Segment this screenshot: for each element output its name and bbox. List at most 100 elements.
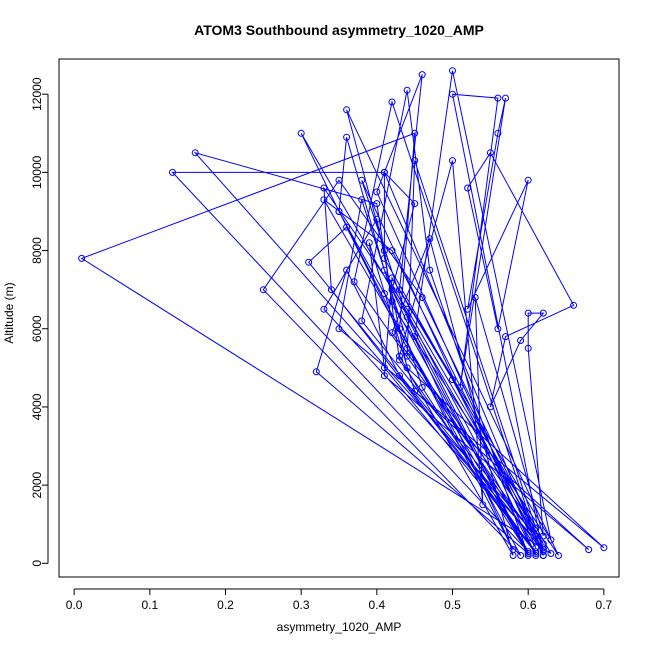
data-point <box>449 90 456 98</box>
data-point <box>539 548 547 556</box>
data-point <box>403 305 411 313</box>
x-axis-label: asymmetry_1020_AMP <box>277 620 402 634</box>
data-point <box>403 344 411 352</box>
data-point <box>411 387 419 395</box>
data-point <box>532 550 540 557</box>
data-point <box>464 305 472 313</box>
data-point <box>532 524 540 532</box>
data-point <box>380 168 388 176</box>
data-point <box>426 266 434 274</box>
data-point <box>358 176 366 184</box>
data-point <box>343 133 351 141</box>
data-point <box>532 532 540 540</box>
series-layer <box>78 67 608 559</box>
data-point <box>547 550 555 557</box>
data-point <box>509 552 517 559</box>
data-point <box>524 550 532 557</box>
data-point <box>78 254 86 262</box>
data-point <box>320 184 328 192</box>
y-tick-label: 6000 <box>30 315 44 342</box>
data-point <box>169 168 176 176</box>
data-point <box>502 94 509 102</box>
x-tick-label: 0.3 <box>293 598 310 612</box>
y-tick-label: 4000 <box>30 393 44 420</box>
x-tick-label: 0.0 <box>66 598 83 612</box>
data-point <box>259 286 267 294</box>
data-point <box>517 337 525 344</box>
data-point <box>471 294 479 301</box>
data-point <box>585 546 593 554</box>
data-point <box>464 184 472 192</box>
data-point <box>539 532 547 540</box>
data-point <box>449 376 456 384</box>
data-point <box>539 552 547 559</box>
data-point <box>388 297 396 305</box>
y-tick-label: 10000 <box>30 155 44 189</box>
data-point <box>524 309 532 317</box>
data-point <box>494 129 502 137</box>
data-point <box>320 196 328 204</box>
data-point <box>396 352 403 360</box>
y-tick-label: 2000 <box>30 471 44 498</box>
x-tick-label: 0.5 <box>444 598 461 612</box>
data-point <box>396 286 403 294</box>
data-point <box>335 208 343 215</box>
x-tick-label: 0.4 <box>368 598 385 612</box>
data-point <box>396 356 403 364</box>
data-point <box>312 368 320 376</box>
data-point <box>570 301 578 309</box>
data-point <box>524 552 532 559</box>
data-point <box>343 266 351 274</box>
data-point <box>396 325 403 333</box>
y-tick-label: 8000 <box>30 237 44 264</box>
data-point <box>418 71 426 79</box>
y-tick-label: 12000 <box>30 77 44 111</box>
data-point <box>327 286 335 294</box>
data-point <box>524 548 532 556</box>
data-point <box>449 157 456 165</box>
data-point <box>358 196 366 204</box>
data-point <box>426 235 434 243</box>
data-point <box>539 544 547 552</box>
data-point <box>365 239 373 247</box>
data-point <box>486 149 494 157</box>
data-point <box>396 372 403 380</box>
data-point <box>380 364 388 372</box>
data-point <box>532 552 540 559</box>
series-line <box>80 70 605 556</box>
axes-layer: 0.0 0.1 0.2 0.3 0.4 0.5 0.6 0.7 0 2000 4000 6000 800… <box>30 58 620 612</box>
x-tick-label: 0.6 <box>520 598 537 612</box>
data-point <box>403 313 411 321</box>
data-point <box>547 536 555 544</box>
x-tick-label: 0.2 <box>217 598 234 612</box>
data-point <box>479 501 487 509</box>
data-point <box>297 129 305 137</box>
data-point <box>380 266 388 274</box>
y-axis-label: Altitude (m) <box>2 282 16 343</box>
data-point <box>403 86 411 94</box>
data-point <box>418 383 426 391</box>
data-point <box>380 372 388 380</box>
data-point <box>494 94 502 102</box>
data-point <box>305 258 313 266</box>
data-point <box>388 329 396 337</box>
data-point <box>555 552 562 559</box>
data-point <box>532 548 540 556</box>
y-tick-label: 0 <box>30 560 44 567</box>
data-point <box>388 274 396 282</box>
data-point <box>350 278 358 286</box>
data-point <box>358 317 366 325</box>
chart-title: ATOM3 Southbound asymmetry_1020_AMP <box>194 22 484 38</box>
data-point <box>335 325 343 333</box>
data-point <box>411 333 419 341</box>
data-point <box>449 67 456 75</box>
data-point <box>502 333 509 341</box>
data-point <box>373 215 381 223</box>
data-point <box>388 98 396 106</box>
data-point <box>388 247 396 255</box>
data-point <box>411 200 419 208</box>
data-point <box>517 552 525 559</box>
